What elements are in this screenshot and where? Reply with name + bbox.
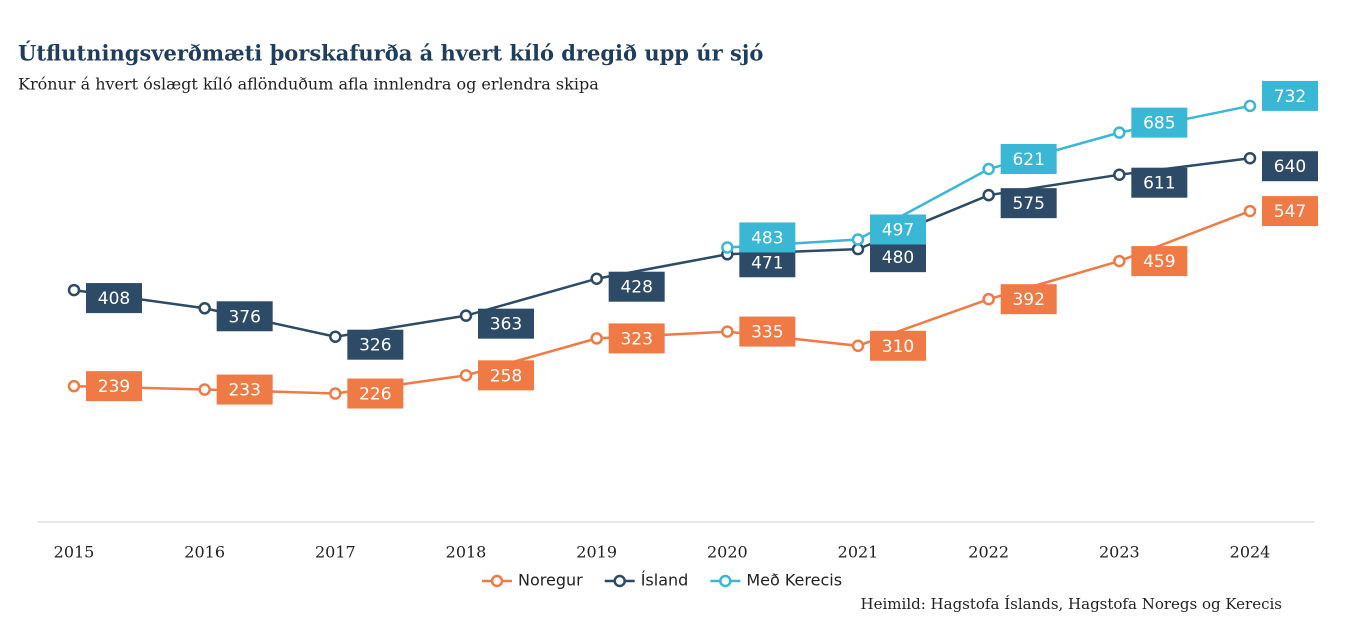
data-label: 685 [1143,114,1175,134]
data-label: 497 [882,220,914,240]
label-box [870,214,926,245]
data-label: 408 [98,289,130,309]
x-tick-label: 2018 [446,543,487,562]
data-label: 239 [98,377,130,397]
data-label: 471 [751,253,783,273]
label-box [86,283,142,314]
x-tick-label: 2020 [707,543,748,562]
point [1243,204,1257,218]
point [329,330,342,343]
legend-marker [490,574,504,588]
label-box [1131,167,1188,198]
point [459,309,473,322]
point [1113,126,1126,139]
data-label: 392 [1012,290,1044,310]
data-label: 335 [751,323,783,343]
data-label: 323 [620,329,652,349]
x-tick-label: 2022 [968,543,1009,562]
legend-label: Noregur [518,571,583,590]
data-label: 428 [620,278,652,298]
data-label: 226 [359,385,391,405]
label-box [347,329,404,360]
label-box [1000,188,1057,219]
data-label: 621 [1012,150,1044,170]
data-label: 483 [751,228,783,248]
label-box [870,330,926,361]
point [329,387,342,400]
legend-marker [613,574,626,588]
x-tick-label: 2015 [54,543,95,562]
x-tick-label: 2024 [1230,543,1271,562]
label-box [86,371,142,402]
label-box [216,301,273,332]
data-label: 480 [882,248,914,268]
point [198,302,211,315]
data-label: 258 [490,366,522,386]
point [721,241,734,254]
point [982,292,995,306]
data-label: 547 [1274,202,1306,222]
data-label: 732 [1274,87,1306,107]
legend-label: Ísland [641,571,689,590]
label-box [739,222,796,253]
source-note: Heimild: Hagstofa Íslands, Hagstofa Nore… [861,595,1282,613]
label-box [608,271,665,302]
data-label: 233 [228,381,260,401]
point [1243,151,1257,165]
point [590,272,603,285]
label-box [478,308,534,339]
point [67,283,81,297]
point [851,339,865,353]
point [1113,254,1126,268]
data-label: 611 [1143,174,1175,194]
label-box [608,323,665,354]
label-box [1000,284,1057,315]
point [982,188,995,202]
legend-label: Með Kerecis [746,571,842,590]
x-tick-label: 2023 [1099,543,1140,562]
point [721,325,734,338]
label-box [1262,196,1318,227]
label-box [1131,246,1188,277]
chart-subtitle: Krónur á hvert óslægt kíló aflönduðum af… [18,75,599,94]
x-tick-label: 2016 [184,543,225,562]
data-label: 376 [228,307,260,327]
label-box [1262,151,1318,182]
label-box [216,374,273,405]
data-label: 310 [882,337,914,357]
data-label: 575 [1012,194,1044,214]
point [851,233,865,246]
label-box [347,378,404,409]
label-box [478,360,534,391]
legend-marker [719,574,732,588]
point [1243,99,1257,113]
label-box [1131,107,1188,138]
x-tick-label: 2021 [838,543,879,562]
label-box [870,242,926,273]
label-box [1000,144,1057,175]
chart-title: Útflutningsverðmæti þorskafurða á hvert … [18,41,763,66]
data-label: 640 [1274,157,1306,177]
data-label: 363 [490,315,522,335]
point [198,383,211,396]
x-tick-label: 2017 [315,543,356,562]
point [1113,168,1126,181]
data-label: 459 [1143,252,1175,272]
point [982,162,995,176]
label-box [1262,80,1318,111]
point [459,369,473,382]
data-label: 326 [359,336,391,356]
point [67,379,81,393]
point [590,332,603,345]
label-box [739,316,796,347]
x-tick-label: 2019 [576,543,617,562]
